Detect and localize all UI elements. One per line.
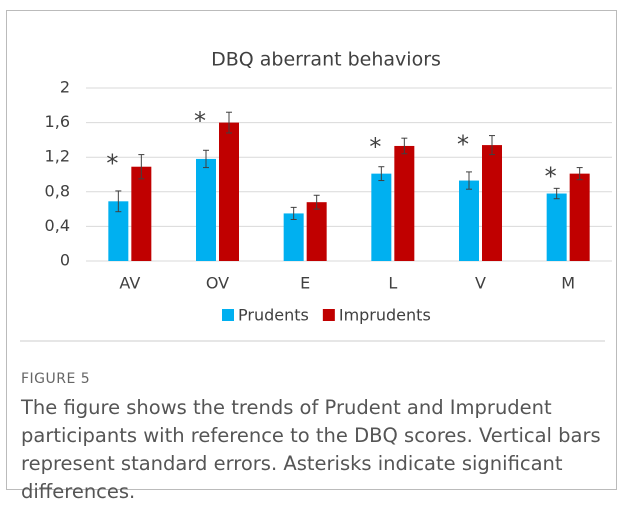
bar [569, 173, 590, 261]
bar [371, 173, 392, 261]
x-tick-label: M [561, 274, 575, 293]
y-tick-label: 1,6 [45, 112, 70, 131]
legend-swatch [322, 309, 335, 321]
caption-label: FIGURE 5 [21, 371, 91, 387]
significance-marker: * [369, 133, 381, 161]
bar [394, 145, 415, 261]
y-tick-label: 0,8 [45, 181, 70, 200]
caption-text: The figure shows the trends of Prudent a… [21, 396, 601, 503]
significance-marker: * [106, 150, 118, 178]
y-tick-label: 2 [60, 78, 70, 97]
chart-title: DBQ aberrant behaviors [211, 49, 441, 71]
bar [283, 213, 304, 261]
y-tick-label: 1,2 [45, 147, 70, 166]
chart: DBQ aberrant behaviors 0 0,4 0,8 1,2 1,6 2 AV *… [20, 49, 612, 342]
bar [108, 201, 129, 261]
significance-marker: * [545, 163, 557, 191]
x-tick-label: L [388, 274, 397, 293]
significance-marker: * [457, 131, 469, 159]
page: {"chart_data": {"type": "bar", "title": … [6, 10, 617, 503]
x-tick-label: V [475, 274, 486, 293]
significance-marker: * [194, 107, 206, 135]
x-tick-label: E [300, 274, 310, 293]
bar [219, 122, 239, 261]
bar [546, 193, 567, 261]
x-tick-label: AV [119, 274, 140, 293]
legend-swatch [222, 309, 234, 321]
bar [196, 158, 216, 261]
y-tick-label: 0 [60, 251, 70, 270]
bar [131, 166, 152, 261]
y-tick-label: 0,4 [45, 216, 70, 235]
legend-label: Imprudents [339, 306, 431, 325]
bar [459, 180, 479, 261]
bar [482, 145, 502, 261]
bar [306, 202, 327, 261]
x-tick-label: OV [206, 274, 229, 293]
legend-label: Prudents [238, 306, 309, 325]
